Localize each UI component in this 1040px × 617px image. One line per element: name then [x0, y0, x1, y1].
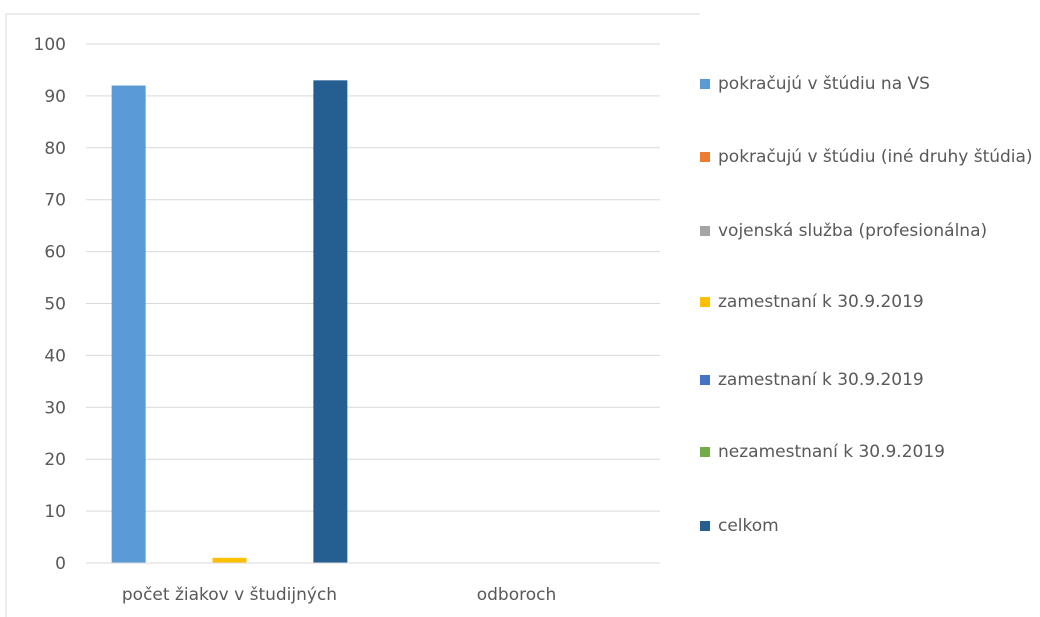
- x-tick-label: odboroch: [477, 585, 557, 605]
- bar-1-1: [111, 85, 146, 564]
- legend-label: pokračujú v štúdiu (iné druhy štúdia): [718, 147, 1033, 167]
- bar-7-1: [313, 80, 348, 563]
- legend-swatch: [700, 226, 710, 236]
- legend-swatch: [700, 79, 710, 89]
- y-tick-label: 90: [44, 87, 66, 107]
- legend-swatch: [700, 447, 710, 457]
- y-tick-label: 60: [44, 243, 66, 263]
- legend-swatch: [700, 375, 710, 385]
- plot-area: 0 10 20 30 40 50 60 70 80 90 100 počet žiakov v štu…: [5, 13, 700, 617]
- y-tick-label: 70: [44, 191, 66, 211]
- legend-label: vojenská služba (profesionálna): [718, 221, 988, 241]
- bar-4-1: [212, 557, 247, 563]
- x-tick-label: počet žiakov v študijných: [122, 585, 337, 605]
- legend-swatch: [700, 297, 710, 307]
- legend-label: celkom: [718, 516, 779, 536]
- y-tick-label: 80: [44, 139, 66, 159]
- y-tick-label: 10: [44, 502, 66, 522]
- y-tick-label: 100: [34, 35, 66, 55]
- legend-label: zamestnaní k 30.9.2019: [718, 292, 924, 312]
- legend-label: nezamestnaní k 30.9.2019: [718, 442, 945, 462]
- legend: pokračujú v štúdiu na VS pokračujú v štúd…: [700, 0, 1038, 617]
- y-tick-label: 0: [55, 554, 66, 574]
- y-tick-label: 40: [44, 346, 66, 366]
- y-tick-label: 30: [44, 398, 66, 418]
- y-tick-label: 50: [44, 295, 66, 315]
- y-tick-label: 20: [44, 450, 66, 470]
- legend-label: pokračujú v štúdiu na VS: [718, 74, 930, 94]
- legend-swatch: [700, 152, 710, 162]
- legend-swatch: [700, 521, 710, 531]
- legend-label: zamestnaní k 30.9.2019: [718, 370, 924, 390]
